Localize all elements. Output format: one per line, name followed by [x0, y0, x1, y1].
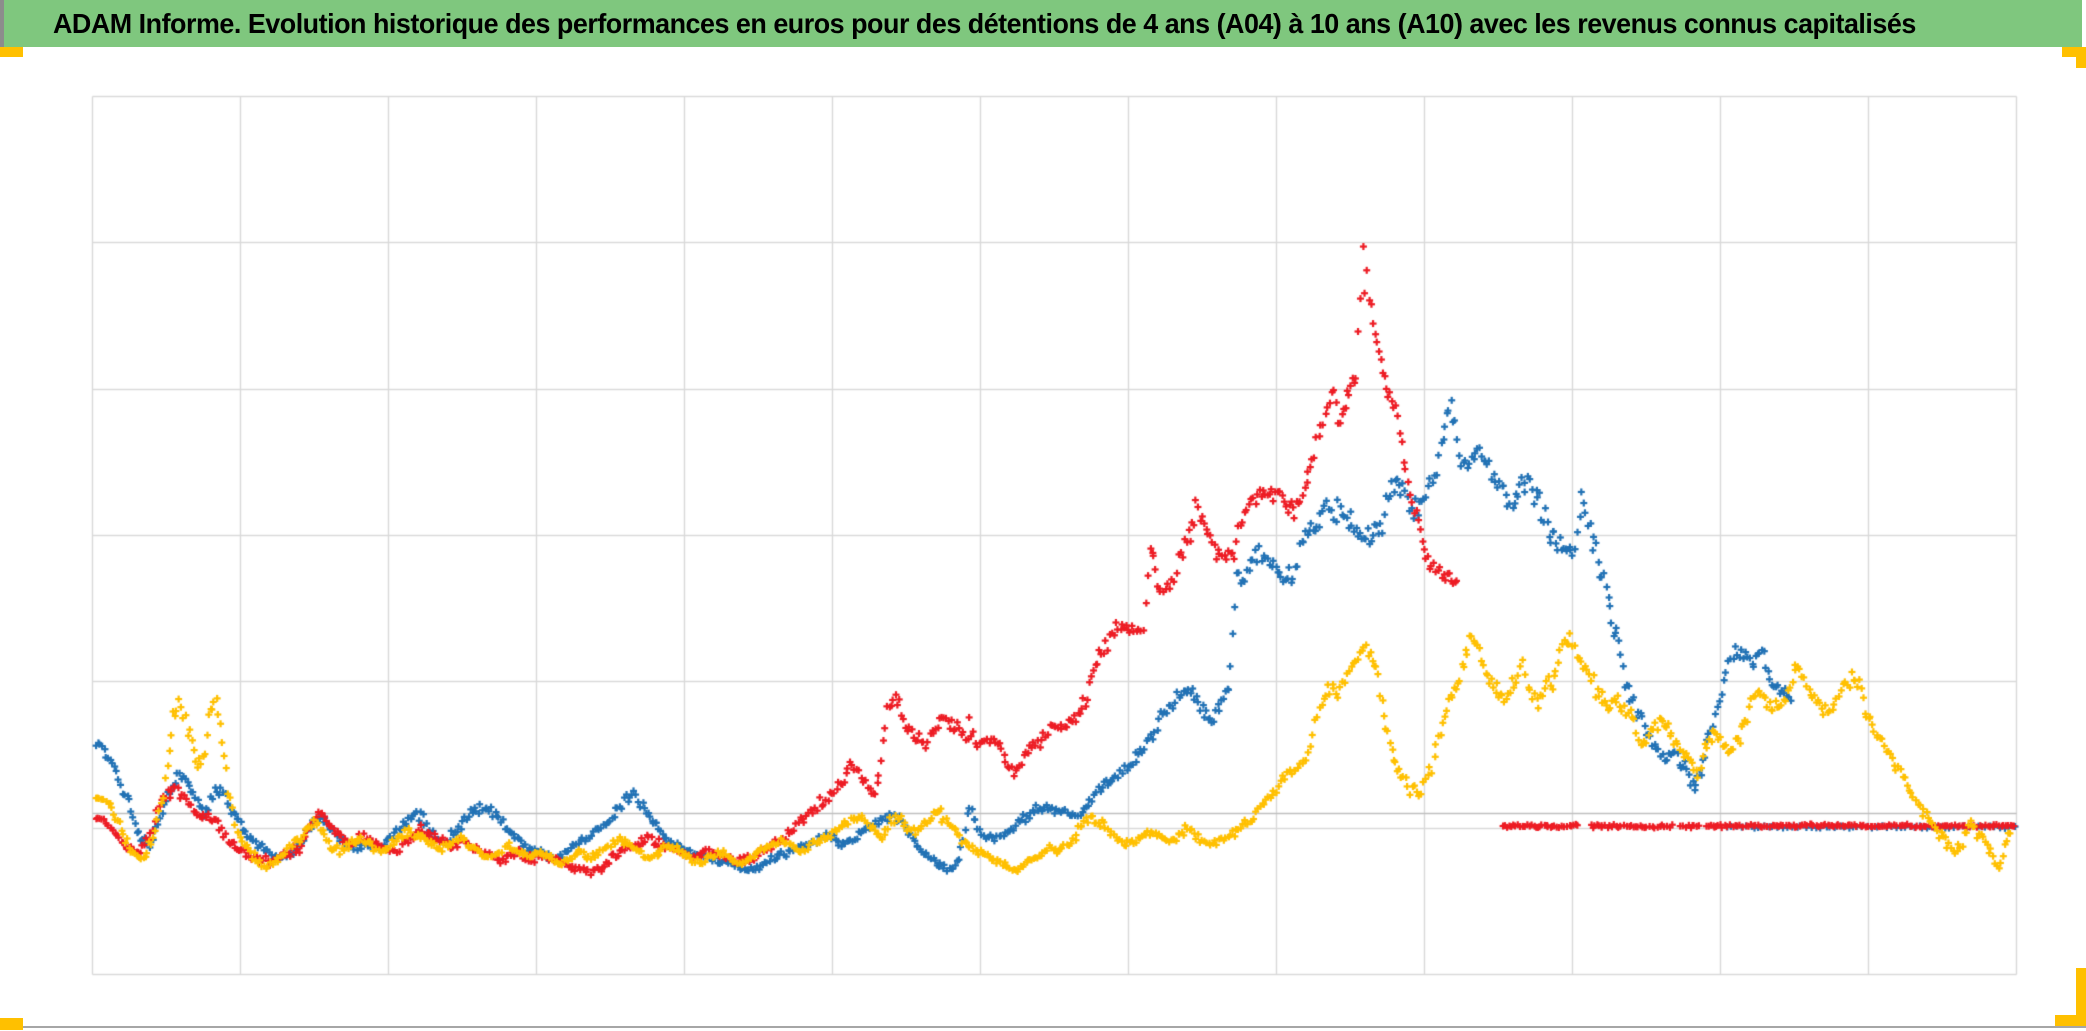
gold-corner-bracket-bottom-right — [2055, 968, 2086, 1026]
bottom-divider-line — [23, 1026, 2086, 1028]
gold-edge-accent-bottom-left — [0, 1018, 23, 1030]
